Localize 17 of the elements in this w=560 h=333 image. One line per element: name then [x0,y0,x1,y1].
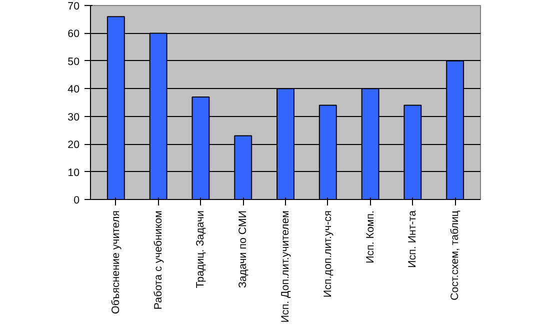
y-tick-label: 40 [68,84,80,96]
x-tick-label: Задачи по СМИ [237,210,250,288]
y-tick-label: 50 [68,56,80,68]
x-tick-label: Исп. Доп.лит.учителем [280,210,292,323]
y-tick-label: 60 [68,28,80,40]
x-tick-label: Исп. Комп. [364,210,376,264]
x-tick-label: Сост.схем, таблиц [449,210,462,300]
y-tick-label: 20 [68,139,80,152]
y-tick-label: 30 [68,111,80,124]
y-tick-label: 10 [68,166,80,179]
y-tick-label: 70 [68,0,80,12]
x-tick-label: Работа с учебником [152,210,164,310]
x-tick-label: Исп.доп.лит.уч-ся [322,210,334,298]
x-tick-label: Объяснение учителя [110,210,122,314]
y-tick-label: 0 [74,194,80,206]
x-tick-label: Исп. Инт-та [406,210,419,268]
x-tick-label: Традиц. Задачи [194,210,207,288]
